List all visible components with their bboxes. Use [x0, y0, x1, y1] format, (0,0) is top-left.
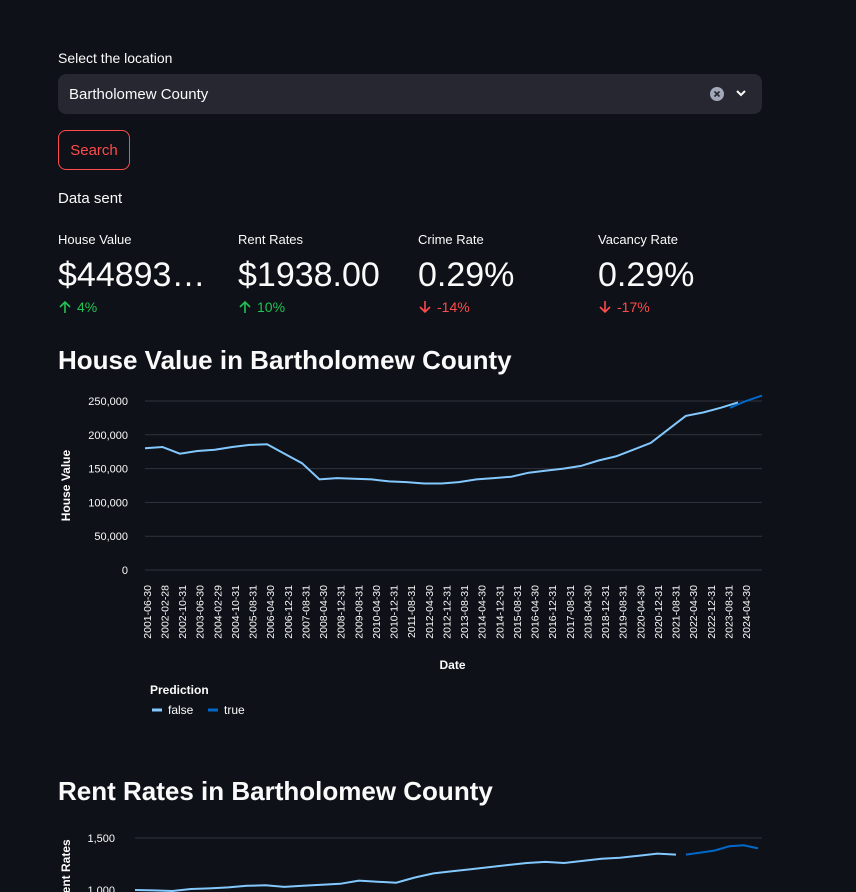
- y-axis-title: House Value: [59, 450, 73, 522]
- x-tick-label: 2024-04-30: [741, 585, 753, 639]
- x-tick-label: 2014-04-30: [477, 585, 489, 639]
- x-tick-label: 2023-08-31: [724, 585, 736, 639]
- series-true-line: [685, 844, 759, 856]
- y-tick-label: 0: [122, 565, 128, 577]
- x-tick-label: 2014-12-31: [494, 585, 506, 639]
- arrow-up-icon: [59, 300, 71, 313]
- x-tick-label: 2019-08-31: [618, 585, 630, 639]
- y-tick-label: 1,500: [87, 833, 115, 845]
- arrow-down-icon: [419, 301, 431, 314]
- status-text: Data sent: [58, 190, 123, 207]
- x-tick-label: 2020-04-30: [635, 585, 647, 639]
- x-tick-label: 2005-08-31: [248, 585, 260, 639]
- x-tick-label: 2013-08-31: [459, 585, 471, 639]
- x-tick-label: 2021-08-31: [671, 585, 683, 639]
- arrow-down-icon: [599, 301, 611, 314]
- metric-delta: -14%: [418, 299, 588, 315]
- metric-value: 0.29%: [598, 256, 695, 294]
- x-tick-label: 2009-08-31: [353, 585, 365, 639]
- metric-delta-value: 4%: [77, 299, 98, 315]
- x-tick-label: 2022-04-30: [688, 585, 700, 639]
- x-tick-label: 2015-08-31: [512, 585, 524, 639]
- series-false-line: [134, 852, 677, 892]
- x-tick-label: 2011-08-31: [406, 585, 418, 638]
- x-tick-label: 2006-12-31: [283, 585, 295, 639]
- y-tick-label: 200,000: [88, 430, 128, 442]
- x-tick-label: 2017-08-31: [565, 585, 577, 639]
- metric-crime-rate: Crime Rate 0.29% -14%: [418, 232, 588, 315]
- x-tick-label: 2012-12-31: [441, 585, 453, 639]
- y-tick-label: 150,000: [88, 464, 128, 476]
- y-tick-label: 250,000: [88, 396, 128, 408]
- house-value-chart[interactable]: 0 50,000 100,000 150,000 200,000 250,000 House…: [0, 385, 856, 745]
- x-tick-label: 2002-10-31: [177, 585, 189, 639]
- x-tick-label: 2006-04-30: [265, 585, 277, 639]
- metric-value: $448930.00: [58, 256, 224, 294]
- metric-house-value: House Value $448930.00 4%: [58, 232, 228, 315]
- metric-rent-rates: Rent Rates $1938.00 10%: [238, 232, 408, 315]
- x-tick-label: 2004-02-29: [212, 585, 224, 639]
- metric-delta-value: 10%: [257, 299, 286, 315]
- legend-label-false: false: [168, 703, 194, 717]
- location-select[interactable]: Bartholomew County: [58, 74, 762, 114]
- rent-rates-chart-title: Rent Rates in Bartholomew County: [58, 776, 493, 806]
- x-tick-label: 2022-12-31: [706, 585, 718, 639]
- x-tick-label: 2016-12-31: [547, 585, 559, 639]
- chevron-down-icon[interactable]: [734, 86, 748, 100]
- metric-delta: 10%: [238, 299, 408, 315]
- series-true-line: [729, 394, 763, 409]
- rent-rates-chart[interactable]: 1,500 1,000 Rent Rates: [0, 812, 856, 892]
- x-tick-label: 2008-12-31: [336, 585, 348, 639]
- x-tick-label: 2018-04-30: [582, 585, 594, 639]
- x-tick-label: 2012-04-30: [424, 585, 436, 639]
- y-tick-label: 100,000: [88, 497, 128, 509]
- y-axis-title: Rent Rates: [59, 839, 73, 892]
- x-tick-label: 2010-12-31: [389, 585, 401, 639]
- house-value-chart-title: House Value in Bartholomew County: [58, 345, 512, 375]
- x-tick-label: 2007-08-31: [300, 585, 312, 639]
- legend-label-true: true: [224, 703, 245, 717]
- metric-delta-value: -14%: [437, 299, 470, 315]
- x-tick-label: 2002-02-28: [159, 585, 171, 639]
- metric-vacancy-rate: Vacancy Rate 0.29% -17%: [598, 232, 768, 315]
- series-false-line: [144, 401, 739, 485]
- x-tick-label: 2003-06-30: [195, 585, 207, 639]
- x-tick-label: 2004-10-31: [230, 585, 242, 639]
- x-tick-label: 2008-04-30: [318, 585, 330, 639]
- metric-value: 0.29%: [418, 256, 515, 294]
- metric-label: Rent Rates: [238, 232, 304, 247]
- metric-label: Vacancy Rate: [598, 232, 678, 247]
- x-tick-label: 2001-06-30: [142, 585, 154, 639]
- x-tick-label: 2018-12-31: [600, 585, 612, 639]
- x-tick-label: 2020-12-31: [653, 585, 665, 639]
- x-tick-label: 2010-04-30: [371, 585, 383, 639]
- clear-icon[interactable]: [710, 87, 724, 101]
- select-location-label: Select the location: [58, 50, 173, 66]
- y-tick-label: 1,000: [87, 885, 115, 892]
- search-button[interactable]: Search: [58, 130, 130, 170]
- y-tick-label: 50,000: [94, 531, 128, 543]
- x-tick-label: 2016-04-30: [530, 585, 542, 639]
- metric-delta: -17%: [598, 299, 768, 315]
- location-select-value: Bartholomew County: [69, 86, 209, 103]
- legend-title: Prediction: [150, 683, 209, 697]
- x-axis-title: Date: [439, 658, 465, 672]
- arrow-up-icon: [239, 300, 251, 313]
- metric-label: Crime Rate: [418, 232, 484, 247]
- metric-value: $1938.00: [238, 256, 380, 294]
- metric-delta-value: -17%: [617, 299, 650, 315]
- metric-label: House Value: [58, 232, 132, 247]
- metric-delta: 4%: [58, 299, 228, 315]
